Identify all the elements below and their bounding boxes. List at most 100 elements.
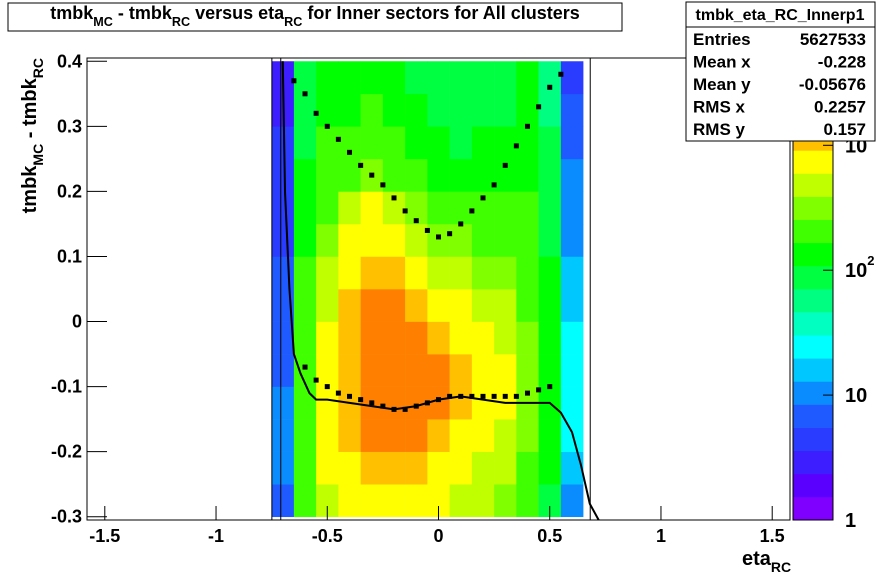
y-tick-label: -0.3 [51,507,82,527]
colorbar-cell [793,150,833,174]
heat-cell [360,484,384,518]
y-tick-label: -0.2 [51,442,82,462]
heat-cell [293,61,317,95]
heat-cell [538,126,562,160]
heat-cell [538,354,562,387]
heat-cell [427,223,450,257]
stats-box [685,1,876,142]
heat-cell [538,223,562,257]
heat-cell [516,321,539,355]
heat-cell [538,321,562,355]
heat-cell [516,61,539,95]
heat-cell [494,126,517,160]
x-tick-label: -1.5 [89,526,120,546]
heat-cell [293,419,317,452]
profile-point [369,400,375,406]
heat-cell [405,126,428,160]
heat-cell [382,223,406,257]
heat-cell [382,354,406,387]
heat-cell [560,93,584,127]
text-part: eta [742,548,772,570]
heat-cell [494,321,517,355]
heat-cell [293,158,317,192]
stats-value: -0.05676 [799,75,866,94]
heat-cell [293,289,317,322]
profile-point [524,123,530,129]
heat-cell [405,354,428,387]
heat-cell [471,126,495,160]
heat-cell [560,223,584,257]
heat-cell [360,223,384,257]
heat-cell [338,256,361,290]
text-part: - tmbk [113,3,173,23]
heat-cell [360,191,384,225]
heat-cell [516,484,539,518]
profile-point [380,403,386,409]
profile-point [402,406,408,412]
colorbar-cell [793,427,833,451]
heat-cell [405,289,428,322]
heat-cell [560,158,584,192]
heat-cell [271,256,295,290]
heat-cell [516,158,539,192]
heat-cell [316,451,339,485]
heat-cell [449,321,473,355]
heat-cell [516,354,539,387]
profile-point [502,393,508,399]
heat-cell [427,158,450,192]
heat-cell [293,321,317,355]
heat-cell [293,256,317,290]
colorbar-cell [793,381,833,405]
profile-point [536,104,542,110]
heat-cell [494,419,517,452]
heat-cell [449,93,473,127]
heat-cell [427,321,450,355]
heat-cell [338,484,361,518]
heat-cell [560,386,584,420]
text-part: - tmbk [19,77,41,143]
heat-cell [427,419,450,452]
stats-value: 0.2257 [814,98,866,117]
heat-cell [316,256,339,290]
heat-cell [494,191,517,225]
heat-cell [316,191,339,225]
heat-cell [293,451,317,485]
profile-point [413,403,419,409]
x-tick-label: -1 [208,526,224,546]
heat-cell [471,93,495,127]
heat-cell [405,93,428,127]
y-axis-label: tmbkMC​ - tmbkRC​ [19,58,46,213]
heat-cell [338,289,361,322]
profile-point [380,182,386,188]
colorbar-cell [793,289,833,313]
heat-cell [316,223,339,257]
heat-cell [271,289,295,322]
colorbar-cell [793,312,833,336]
heat-cell [293,386,317,420]
heat-cell [471,256,495,290]
heat-cell [560,321,584,355]
heat-cell [382,256,406,290]
heat-cell [449,158,473,192]
heat-cell [516,289,539,322]
x-axis-label: etaRC​ [742,548,791,575]
heat-cell [382,289,406,322]
heat-cell [471,158,495,192]
heat-cell [449,191,473,225]
heat-cell [338,419,361,452]
colorbar-cell [793,242,833,267]
heat-cell [338,321,361,355]
heat-cell [516,451,539,485]
profile-point [302,364,308,370]
profile-point [391,406,397,412]
heat-cell [405,191,428,225]
heat-cell [271,484,295,518]
profile-point [424,400,430,406]
heat-cell [471,484,495,518]
heat-cell [449,256,473,290]
heat-cell [494,61,517,95]
heat-cell [293,126,317,160]
heat-cell [382,484,406,518]
profile-point [491,182,497,188]
